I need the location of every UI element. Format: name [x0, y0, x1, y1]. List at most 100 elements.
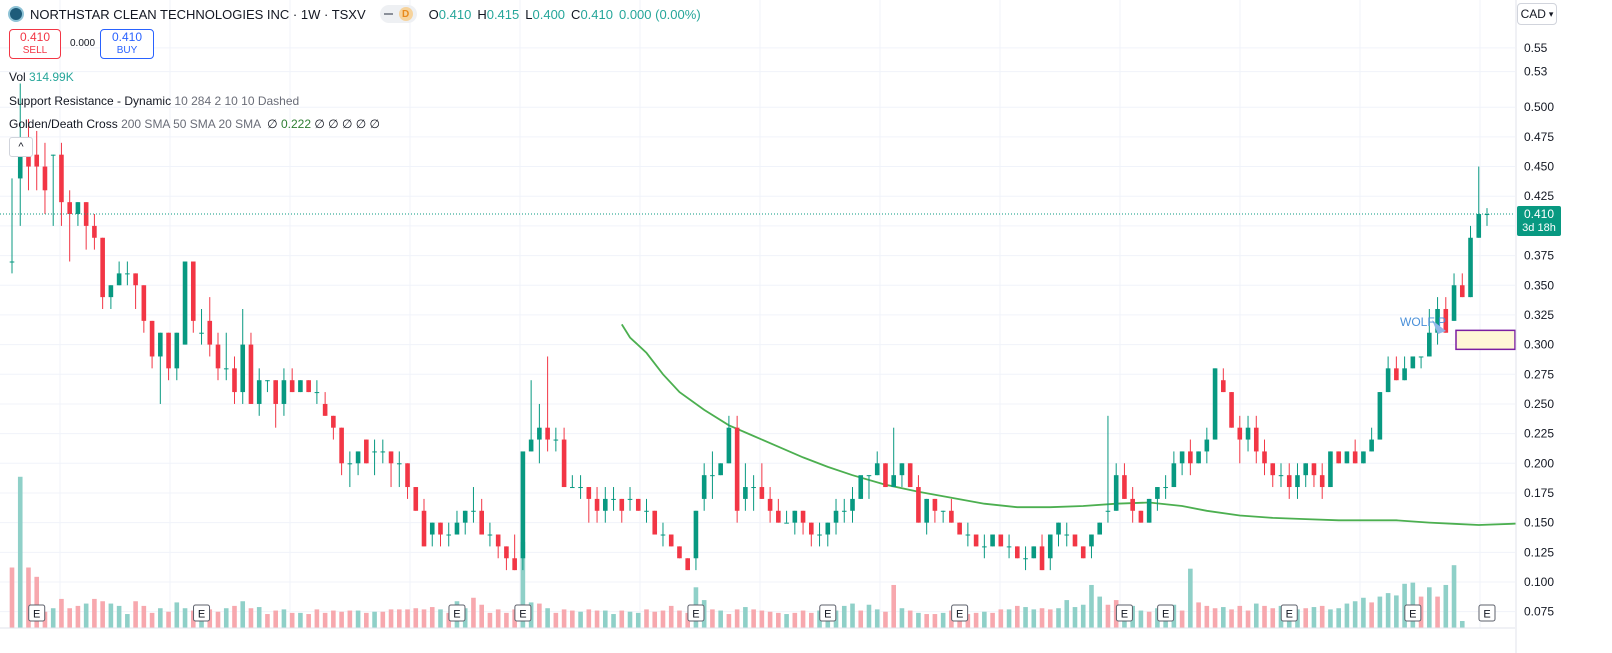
- candle-body: [438, 522, 443, 535]
- candle-body: [504, 546, 509, 559]
- volume-bar: [677, 610, 682, 628]
- volume-bar: [133, 601, 138, 628]
- candle-body: [1138, 510, 1144, 523]
- candle-body: [957, 522, 962, 535]
- symbol-title[interactable]: NORTHSTAR CLEAN TECHNOLOGIES INC · 1W · …: [30, 6, 366, 22]
- candle-body: [537, 427, 542, 440]
- earnings-marker-label: E: [1121, 609, 1128, 621]
- earnings-marker-label: E: [1483, 609, 1490, 621]
- volume-bar: [1245, 610, 1251, 628]
- candle-body: [1188, 451, 1193, 464]
- candle-body: [479, 510, 484, 535]
- candle-body: [619, 498, 625, 511]
- candle-body: [1015, 546, 1020, 559]
- candle-body: [982, 546, 987, 548]
- ohlc-values: O0.410 H0.415 L0.400 C0.410 0.000 (0.00%…: [429, 7, 701, 22]
- candle-body: [289, 380, 295, 393]
- volume-bar: [306, 614, 311, 628]
- candle-body: [841, 510, 847, 512]
- earnings-marker: [1115, 604, 1133, 622]
- volume-legend[interactable]: Vol 314.99K: [9, 70, 74, 84]
- volume-bar: [916, 612, 921, 628]
- volume-bar: [734, 609, 740, 628]
- company-logo: [8, 6, 24, 22]
- candle-body: [627, 498, 633, 500]
- candle-body: [1146, 498, 1152, 523]
- buy-button[interactable]: 0.410 BUY: [100, 29, 154, 59]
- price-axis-tick: 0.325: [1524, 308, 1554, 322]
- volume-bar: [1179, 610, 1185, 628]
- candle-body: [1122, 475, 1127, 499]
- candle-body: [141, 285, 147, 321]
- volume-bar: [1212, 608, 1218, 628]
- candle-body: [883, 463, 888, 488]
- market-status[interactable]: D: [379, 5, 417, 23]
- volume-bar: [710, 609, 715, 628]
- candle-body: [331, 415, 336, 428]
- candle-body: [322, 403, 328, 416]
- earnings-marker: [193, 604, 211, 622]
- candle-body: [726, 427, 732, 464]
- volume-bar: [924, 614, 929, 628]
- candle-body: [611, 498, 616, 500]
- volume-bar: [471, 597, 476, 628]
- volume-bar: [899, 608, 905, 628]
- volume-bar: [792, 612, 798, 628]
- volume-bar: [561, 609, 567, 628]
- candle-body: [116, 273, 122, 286]
- volume-bar: [75, 605, 81, 628]
- volume-bar: [644, 609, 649, 628]
- volume-bar: [627, 611, 633, 628]
- candle-body: [17, 142, 23, 179]
- earnings-marker-label: E: [33, 609, 40, 621]
- volume-bar: [578, 611, 583, 628]
- volume-bar: [240, 601, 246, 628]
- candle-body: [1385, 368, 1391, 393]
- earnings-marker-label: E: [1162, 609, 1169, 621]
- golden-death-cross-legend[interactable]: Golden/Death Cross 200 SMA 50 SMA 20 SMA…: [9, 117, 380, 131]
- high-value: 0.415: [486, 6, 520, 22]
- candle-body: [635, 498, 641, 511]
- price-axis-tick: 0.250: [1524, 397, 1554, 411]
- candle-body: [1303, 463, 1309, 476]
- volume-bar: [767, 611, 773, 628]
- candle-body: [858, 475, 864, 499]
- collapse-legend-button[interactable]: ^: [9, 137, 33, 157]
- gd-value: 0.222: [280, 117, 311, 131]
- volume-bar: [182, 608, 188, 628]
- volume-bar: [50, 608, 56, 628]
- candle-body: [462, 510, 468, 523]
- candle-body: [1262, 451, 1267, 464]
- candle-body: [652, 510, 658, 535]
- candle-body: [1113, 475, 1119, 511]
- candle-body: [1245, 427, 1251, 440]
- candle-body: [149, 320, 155, 357]
- price-axis-tick: 0.475: [1524, 130, 1554, 144]
- candle-body: [949, 510, 954, 523]
- candle-body: [710, 475, 715, 477]
- candle-body: [158, 332, 163, 357]
- sell-button[interactable]: 0.410 SELL: [9, 29, 61, 59]
- volume-bar: [116, 605, 122, 628]
- candle-body: [891, 475, 897, 488]
- volume-bar: [1031, 609, 1037, 628]
- volume-bar: [1443, 584, 1449, 628]
- candle-body: [1237, 427, 1243, 440]
- sma-line: [621, 323, 1612, 526]
- volume-bar: [1072, 607, 1078, 628]
- candle-body: [355, 451, 361, 464]
- price-axis-tick: 0.125: [1524, 545, 1554, 559]
- candle-body: [1047, 534, 1053, 559]
- candle-body: [207, 320, 213, 345]
- price-axis-tick: 0.300: [1524, 338, 1554, 352]
- earnings-marker-label: E: [1409, 609, 1416, 621]
- gd-value: ∅: [267, 117, 278, 131]
- candle-body: [471, 510, 476, 512]
- candle-body: [1352, 451, 1358, 464]
- currency-select[interactable]: CAD ▾: [1517, 3, 1557, 25]
- open-label: O: [428, 6, 439, 22]
- volume-bar: [265, 614, 270, 628]
- volume-bar: [1064, 600, 1070, 628]
- support-resistance-legend[interactable]: Support Resistance - Dynamic 10 284 2 10…: [9, 94, 299, 108]
